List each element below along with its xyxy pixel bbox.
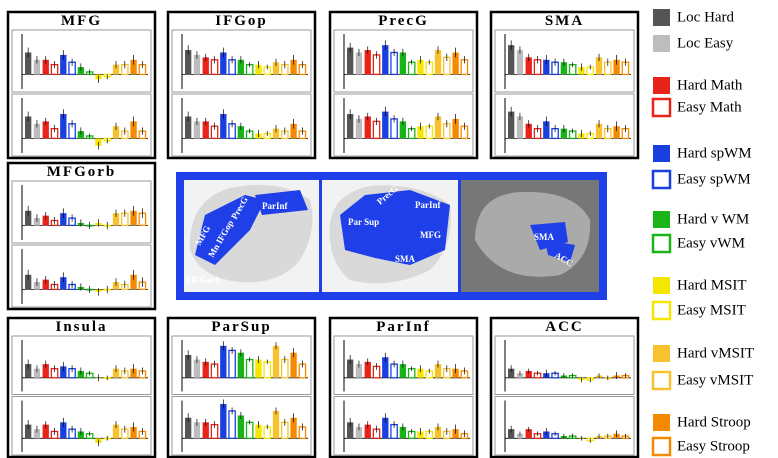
brain-image: MFGMn IFGopPrecGParInfMFGorbParInfPar Su… bbox=[176, 172, 607, 300]
region-title: ParInf bbox=[376, 319, 431, 335]
region-title: ParSup bbox=[211, 319, 271, 335]
legend-label: Easy spWM bbox=[677, 171, 751, 187]
brain-label: MFGorb bbox=[186, 275, 221, 285]
brain-label: SMA bbox=[395, 254, 416, 264]
bar bbox=[238, 415, 244, 438]
bar bbox=[264, 362, 270, 378]
panel-frame bbox=[12, 94, 151, 156]
legend-label: Hard Math bbox=[677, 77, 743, 93]
legend-label: Easy vWM bbox=[677, 235, 745, 251]
legend-swatch bbox=[653, 302, 670, 319]
legend-swatch bbox=[653, 277, 670, 294]
panel-frame bbox=[12, 181, 151, 243]
brain-label: ParInf bbox=[262, 201, 289, 211]
legend-label: Easy MSIT bbox=[677, 302, 746, 318]
panel-frame bbox=[12, 30, 151, 92]
legend-label: Easy Math bbox=[677, 99, 742, 115]
bar bbox=[273, 411, 279, 438]
panel-frame bbox=[495, 30, 634, 92]
panel-frame bbox=[495, 94, 634, 156]
brain-label: ParInf bbox=[415, 200, 442, 210]
region-title: MFG bbox=[61, 13, 102, 29]
legend-swatch bbox=[653, 438, 670, 455]
bar bbox=[220, 346, 226, 378]
panel-frame bbox=[495, 336, 634, 395]
legend-label: Hard v WM bbox=[677, 211, 749, 227]
legend-swatch bbox=[653, 171, 670, 188]
legend-label: Hard MSIT bbox=[677, 277, 747, 293]
bar bbox=[238, 353, 244, 378]
panel-frame bbox=[12, 397, 151, 456]
panel-frame bbox=[12, 245, 151, 307]
bar bbox=[220, 404, 226, 438]
panel-frame bbox=[495, 397, 634, 456]
region-title: PrecG bbox=[378, 13, 429, 29]
bar bbox=[229, 350, 235, 377]
legend-label: Hard vMSIT bbox=[677, 345, 754, 361]
panel-frame bbox=[334, 397, 473, 456]
bar bbox=[273, 346, 279, 378]
region-title: SMA bbox=[545, 13, 584, 29]
legend-label: Easy Stroop bbox=[677, 438, 750, 454]
panel-frame bbox=[12, 336, 151, 395]
region-title: IFGop bbox=[215, 13, 268, 29]
legend-swatch bbox=[653, 9, 670, 26]
legend-label: Loc Hard bbox=[677, 9, 735, 25]
region-title: MFGorb bbox=[47, 164, 117, 180]
bar bbox=[247, 422, 253, 438]
legend-swatch bbox=[653, 145, 670, 162]
legend-label: Easy vMSIT bbox=[677, 372, 753, 388]
brain-label: SMA bbox=[534, 232, 555, 242]
legend-swatch bbox=[653, 77, 670, 94]
bar bbox=[229, 411, 235, 438]
panel-frame bbox=[172, 94, 311, 156]
region-title: Insula bbox=[55, 319, 107, 335]
legend-label: Hard Stroop bbox=[677, 414, 751, 430]
legend-label: Hard spWM bbox=[677, 145, 752, 161]
bar bbox=[247, 360, 253, 378]
legend-swatch bbox=[653, 345, 670, 362]
legend-swatch bbox=[653, 414, 670, 431]
legend-swatch bbox=[653, 35, 670, 52]
legend-swatch bbox=[653, 235, 670, 252]
legend-swatch bbox=[653, 99, 670, 116]
legend-swatch bbox=[653, 372, 670, 389]
legend-label: Loc Easy bbox=[677, 35, 734, 51]
brain-label: MFG bbox=[420, 230, 441, 240]
brain-label: Par Sup bbox=[348, 217, 379, 227]
legend-swatch bbox=[653, 211, 670, 228]
region-title: ACC bbox=[545, 319, 584, 335]
figure: MFGMn IFGopPrecGParInfMFGorbParInfPar Su… bbox=[0, 0, 778, 458]
